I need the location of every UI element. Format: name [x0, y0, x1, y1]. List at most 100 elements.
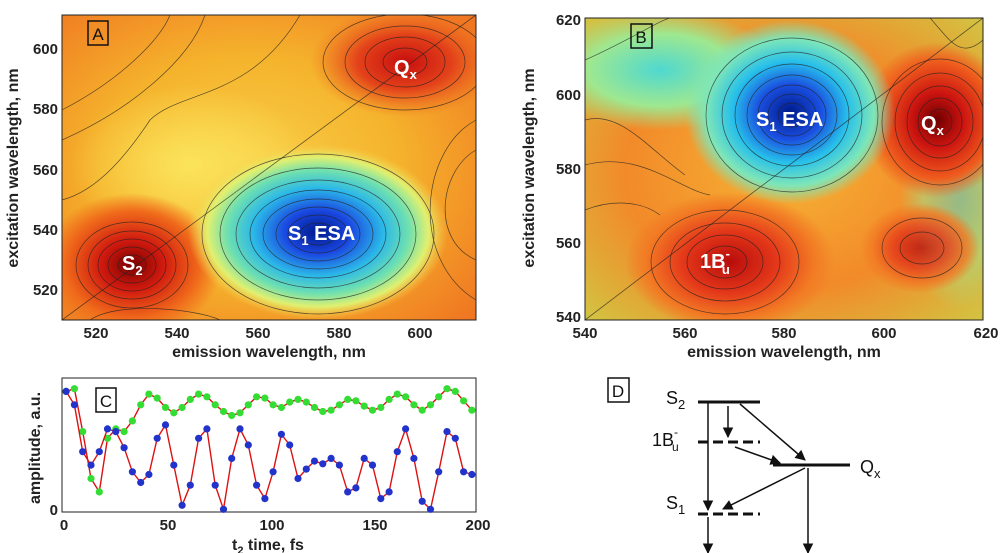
panel-d-letter: D: [612, 382, 624, 401]
blue-data-point: [385, 488, 393, 496]
blue-data-point: [402, 425, 410, 433]
blue-data-point: [319, 460, 327, 468]
blue-data-point: [161, 421, 170, 429]
green-data-point: [352, 397, 360, 405]
green-data-point: [310, 403, 319, 412]
panel-c-letter-box: [95, 387, 117, 413]
blue-data-point: [410, 454, 418, 462]
panel-b-yticks: 540 560 580 600 620: [556, 12, 581, 326]
panel-a-xlabel: emission wavelength, nm: [172, 344, 366, 361]
blue-data-point: [186, 481, 194, 489]
green-data-point: [418, 406, 426, 414]
green-data-point: [286, 398, 294, 406]
blue-data-point: [211, 481, 219, 489]
blue-data-point: [269, 468, 277, 476]
xtick: 100: [259, 517, 284, 534]
blue-data-point: [451, 434, 459, 442]
blue-data-point: [261, 495, 269, 503]
panel-a-letter: A: [92, 25, 104, 44]
blue-data-point: [352, 484, 360, 492]
blue-data-point: [70, 401, 78, 409]
green-data-point: [203, 393, 211, 401]
label-1bu-minus: 1B-u: [700, 246, 730, 277]
ytick: 580: [33, 101, 58, 118]
green-data-point: [219, 407, 228, 416]
label-s1: S1: [666, 493, 685, 517]
green-data-point: [393, 390, 401, 398]
ytick: 580: [556, 161, 581, 178]
blue-data-point: [377, 495, 385, 503]
blue-data-point: [302, 465, 310, 473]
blue-data-point: [95, 448, 103, 456]
green-data-point: [103, 434, 112, 442]
green-data-point: [79, 428, 87, 436]
blue-data-point: [128, 468, 136, 476]
xtick: 200: [465, 517, 490, 534]
green-data-point: [228, 411, 236, 420]
green-data-point: [195, 390, 203, 398]
label-s1-esa: S1 ESA: [756, 109, 823, 134]
xtick: 620: [973, 325, 998, 342]
green-data-point: [319, 407, 327, 416]
green-data-point: [327, 406, 335, 414]
green-data-point: [95, 488, 103, 496]
green-data-point: [261, 394, 269, 402]
blue-data-point: [153, 434, 161, 442]
blue-data-point: [344, 488, 352, 496]
blue-data-point: [310, 457, 319, 465]
green-data-point: [70, 385, 78, 393]
label-qx: Qx: [394, 57, 418, 82]
ytick: 520: [33, 282, 58, 299]
xtick: 150: [362, 517, 387, 534]
green-data-point: [236, 409, 244, 417]
panel-b-letter-box: [630, 23, 653, 49]
xtick: 580: [771, 325, 796, 342]
green-data-point: [269, 401, 277, 409]
green-data-point: [410, 401, 418, 409]
green-data-point: [128, 417, 136, 425]
blue-data-point: [103, 425, 112, 433]
panel-d-letter-box: [607, 377, 630, 403]
green-data-point: [161, 403, 170, 412]
blue-data-point: [120, 444, 128, 452]
blue-data-point: [203, 425, 211, 433]
green-data-point: [170, 409, 178, 417]
ytick: 560: [33, 162, 58, 179]
transition-arrows: [702, 402, 814, 553]
panel-b-heatmap: B S1 ESA Qx 1B-u 540 560 580 600 620 540…: [521, 12, 999, 361]
blue-data-point: [286, 441, 294, 449]
ytick: 0: [50, 502, 58, 519]
panel-c-ylabel: amplitude, a.u.: [27, 392, 44, 504]
green-data-point: [153, 394, 161, 402]
green-data-point: [277, 403, 285, 412]
blue-data-point: [277, 430, 285, 438]
panel-c-timetrace: C 0 50 100 150 200 0 t2 time, fs amplitu…: [27, 377, 491, 553]
green-data-point: [360, 402, 368, 410]
panel-d-energy-diagram: D S2 1B-u Qx S1: [607, 377, 881, 553]
panel-b-xticks: 540 560 580 600 620: [572, 325, 998, 342]
label-qx: Qx: [921, 113, 945, 138]
blue-data-point: [418, 497, 426, 505]
blue-data-point: [87, 461, 95, 469]
blue-data-point: [244, 441, 252, 449]
panel-b-letter: B: [635, 28, 646, 47]
blue-data-point: [468, 470, 476, 479]
xtick: 600: [407, 325, 432, 342]
green-data-point: [460, 397, 468, 405]
xtick: 540: [164, 325, 189, 342]
ytick: 620: [556, 12, 581, 29]
label-s1-esa: S1 ESA: [288, 223, 355, 248]
ytick: 540: [556, 309, 581, 326]
label-qx: Qx: [860, 457, 881, 481]
blue-data-point: [294, 474, 302, 483]
blue-data-point: [145, 470, 153, 479]
ytick: 600: [556, 87, 581, 104]
xtick: 520: [83, 325, 108, 342]
green-data-point: [377, 403, 385, 412]
xtick: 50: [160, 517, 177, 534]
blue-data-point: [62, 387, 70, 395]
blue-data-point: [360, 454, 368, 462]
xtick: 600: [871, 325, 896, 342]
blue-data-point: [137, 478, 145, 487]
green-data-point: [335, 401, 343, 409]
